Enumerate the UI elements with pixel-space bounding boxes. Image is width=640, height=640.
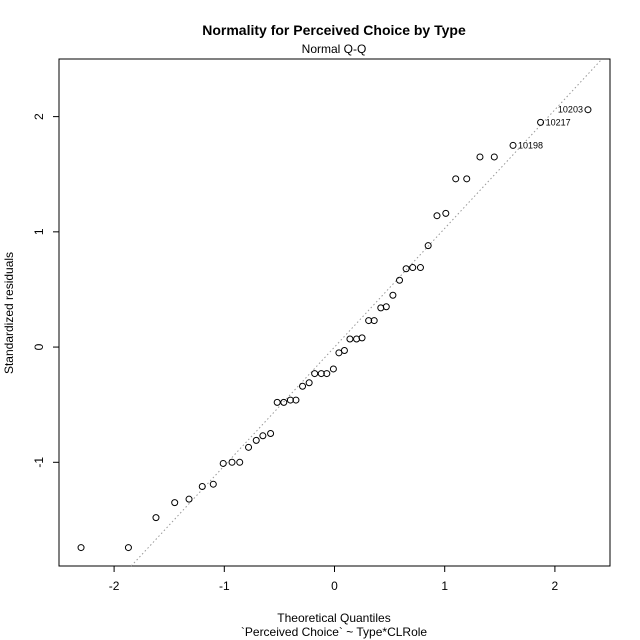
y-axis: -1 0 1 2 [32,113,59,468]
chart-title: Normality for Perceived Choice by Type [202,22,466,38]
chart-subtitle: Normal Q-Q [302,42,367,56]
reference-line [130,58,603,567]
x-tick-label: 0 [331,579,338,593]
data-point [442,209,450,217]
data-point [389,291,397,299]
data-point [396,276,404,284]
data-point [198,482,206,490]
data-point [252,436,260,444]
data-point [259,432,267,440]
data-point [267,429,275,437]
point-label: 10198 [518,140,543,150]
data-point [323,370,331,378]
data-point [416,264,424,272]
data-point [245,443,253,451]
data-point [152,514,160,522]
y-tick-label: 1 [32,228,46,235]
data-point [584,106,592,114]
point-labels: 10198 10217 10203 [518,105,583,151]
y-tick-label: 2 [32,113,46,120]
data-point [280,398,288,406]
data-point [77,544,85,552]
data-point [236,458,244,466]
data-point [219,459,227,467]
data-point [537,118,545,126]
data-point [370,317,378,325]
x-axis: -2 -1 0 1 2 [109,566,559,593]
y-tick-label: -1 [32,457,46,468]
data-point [124,544,132,552]
x-tick-label: -1 [219,579,230,593]
data-point [299,382,307,390]
data-point [346,335,354,343]
x-axis-label: Theoretical Quantiles [277,611,390,625]
data-point [171,499,179,507]
data-point [476,153,484,161]
data-point [228,458,236,466]
data-point [311,370,319,378]
data-point [463,175,471,183]
data-point [452,175,460,183]
y-axis-label: Standardized residuals [2,252,16,374]
data-point [273,398,281,406]
y-tick-label: 0 [32,343,46,350]
reference-line-group [130,58,603,567]
x-tick-label: 2 [552,579,559,593]
data-point [424,242,432,250]
data-point [509,141,517,149]
data-point [209,480,217,488]
data-point [185,495,193,503]
point-label: 10217 [546,117,571,127]
data-point [305,379,313,387]
data-points [77,106,592,552]
data-point [402,265,410,273]
point-label: 10203 [558,105,583,115]
x-tick-label: -2 [109,579,120,593]
data-point [382,303,390,311]
x-axis-sublabel: `Perceived Choice` ~ Type*CLRole [241,625,428,639]
data-point [292,396,300,404]
data-point [409,264,417,272]
data-point [340,347,348,355]
x-tick-label: 1 [441,579,448,593]
data-point [490,153,498,161]
data-point [433,212,441,220]
data-point [329,365,337,373]
data-point [358,334,366,342]
